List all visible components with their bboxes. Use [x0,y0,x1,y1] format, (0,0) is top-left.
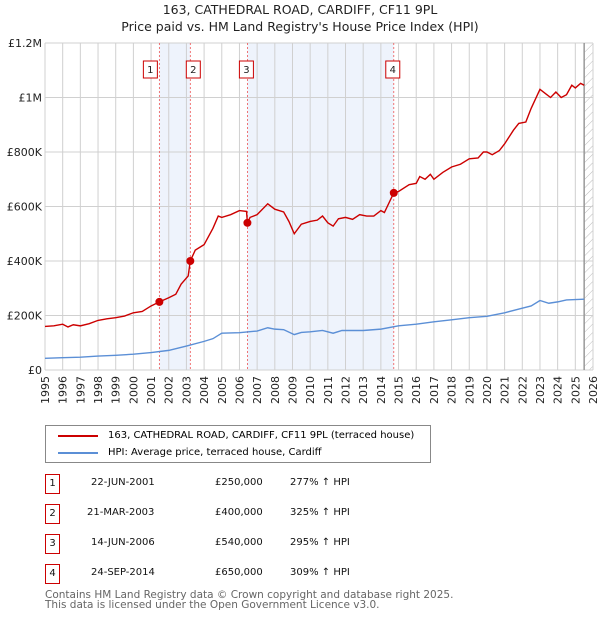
sale-row: 1 22-JUN-2001 £250,000 277% ↑ HPI [45,474,445,494]
y-tick-label: £1.2M [8,37,42,50]
sale-hpi-change: 325% ↑ HPI [290,507,350,518]
sale-price: £650,000 [215,567,263,578]
x-tick-label: 2022 [516,376,529,404]
x-tick-label: 1999 [110,376,123,404]
hpi-line [44,298,585,359]
sale-marker-box [185,60,201,79]
x-tick-label: 1997 [74,376,87,404]
x-tick-label: 2021 [499,376,512,404]
x-tick-label: 2023 [534,376,547,404]
sale-price: £400,000 [215,507,263,518]
x-tick-label: 2019 [463,376,476,404]
sale-hpi-change: 295% ↑ HPI [290,537,350,548]
sale-marker-box [142,60,158,79]
sale-marker-label: 2 [45,504,60,524]
x-tick-label: 2016 [410,376,423,404]
sale-marker-label: 1 [147,65,153,76]
property-price-line [44,82,585,328]
sale-marker-label: 2 [190,65,196,76]
legend-label: 163, CATHEDRAL ROAD, CARDIFF, CF11 9PL (… [108,430,415,441]
x-tick-label: 2026 [587,376,600,404]
x-tick-label: 2004 [198,376,211,404]
y-tick-label: £400K [7,255,43,268]
price-chart: 1995 1996 1997 1998 1999 2000 2001 2002 2003 2004… [7,37,600,404]
y-tick-label: £0 [28,364,42,377]
sale-row: 2 21-MAR-2003 £400,000 325% ↑ HPI [45,504,445,524]
chart-title: 163, CATHEDRAL ROAD, CARDIFF, CF11 9PL [162,2,438,17]
red-line-swatch [58,434,98,437]
sale-row: 3 14-JUN-2006 £540,000 295% ↑ HPI [45,534,445,554]
footer-line-2: This data is licensed under the Open Gov… [45,599,380,611]
sale-point [155,297,164,306]
x-tick-label: 2006 [233,376,246,404]
x-tick-label: 2000 [127,376,140,404]
sale-price: £540,000 [215,537,263,548]
x-tick-label: 2020 [481,376,494,404]
legend-item-hpi: HPI: Average price, terraced house, Card… [58,447,322,458]
sale-marker-label: 4 [45,564,60,584]
x-tick-label: 2017 [428,376,441,404]
x-tick-label: 1996 [57,376,70,404]
x-tick-label: 2015 [393,376,406,404]
x-tick-label: 2009 [286,376,299,404]
x-tick-label: 1995 [39,376,52,404]
x-tick-label: 2011 [322,376,335,404]
sale-date: 22-JUN-2001 [91,477,155,488]
sale-date: 24-SEP-2014 [91,567,155,578]
blue-line-swatch [58,451,98,454]
sale-point [389,188,398,197]
sale-row: 4 24-SEP-2014 £650,000 309% ↑ HPI [45,564,445,584]
sale-price: £250,000 [215,477,263,488]
x-tick-label: 2010 [304,376,317,404]
sale-date: 14-JUN-2006 [91,537,155,548]
sale-marker-box [385,60,401,79]
chart-subtitle: Price paid vs. HM Land Registry's House … [121,19,479,34]
y-tick-label: £1M [19,92,43,105]
legend-label: HPI: Average price, terraced house, Card… [108,447,322,458]
x-tick-label: 2007 [251,376,264,404]
sale-marker-box [238,60,254,79]
y-tick-label: £800K [7,146,43,159]
x-tick-label: 2008 [269,376,282,404]
x-tick-label: 2001 [145,376,158,404]
sale-point [186,257,195,265]
sale-marker-label: 1 [45,474,60,494]
footer-line-1: Contains HM Land Registry data © Crown c… [45,589,454,601]
sale-hpi-change: 309% ↑ HPI [290,567,350,578]
x-tick-label: 2013 [357,376,370,404]
sale-date: 21-MAR-2003 [87,507,155,518]
x-tick-label: 2002 [163,376,176,404]
sale-point [243,218,252,227]
x-tick-label: 1998 [92,376,105,404]
y-tick-label: £600K [7,201,43,214]
x-tick-label: 2003 [180,376,193,404]
sale-marker-label: 3 [243,65,249,76]
legend-item-property: 163, CATHEDRAL ROAD, CARDIFF, CF11 9PL (… [58,430,414,441]
sale-hpi-change: 277% ↑ HPI [290,477,350,488]
x-tick-label: 2012 [340,376,353,404]
x-tick-label: 2025 [569,376,582,404]
sale-marker-label: 4 [390,65,396,76]
x-tick-label: 2014 [375,376,388,404]
x-tick-label: 2018 [446,376,459,404]
legend: 163, CATHEDRAL ROAD, CARDIFF, CF11 9PL (… [45,425,431,463]
y-tick-label: £200K [7,310,43,323]
sale-marker-label: 3 [45,534,60,554]
x-tick-label: 2024 [552,376,565,404]
x-tick-label: 2005 [216,376,229,404]
